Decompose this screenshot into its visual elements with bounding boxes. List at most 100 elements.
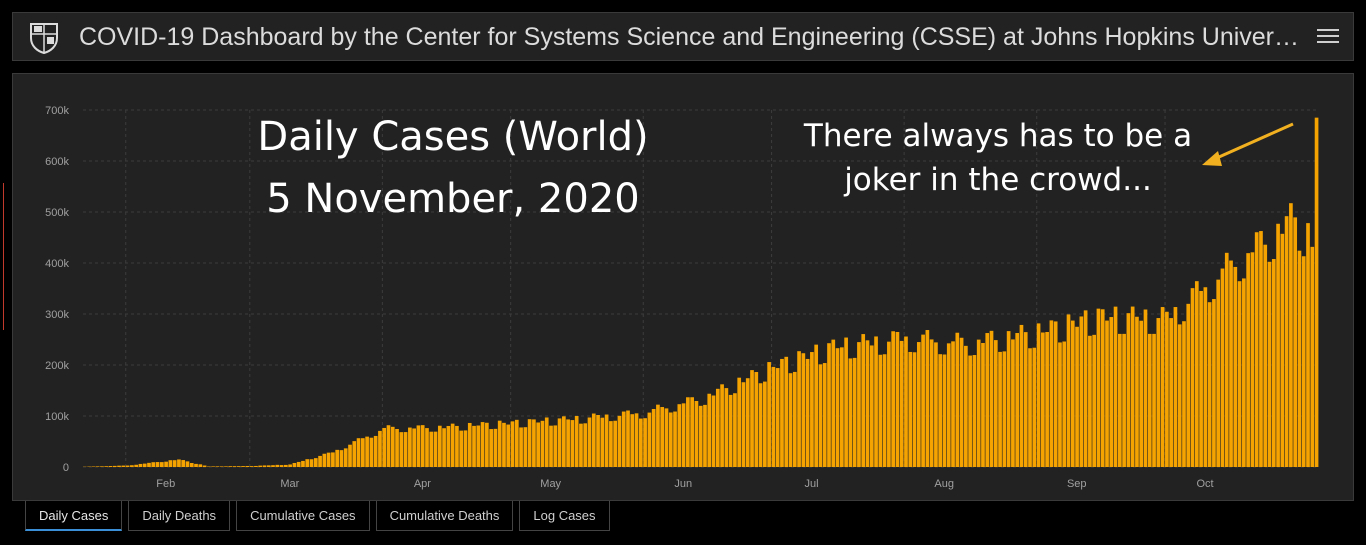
bar[interactable] — [275, 464, 280, 467]
bar[interactable] — [724, 388, 729, 467]
bar[interactable] — [506, 424, 511, 467]
bar[interactable] — [395, 429, 399, 467]
bar[interactable] — [767, 362, 771, 467]
bar[interactable] — [810, 352, 814, 467]
bar[interactable] — [1105, 320, 1109, 467]
bar[interactable] — [1036, 323, 1041, 467]
bar[interactable] — [1160, 307, 1165, 467]
bar[interactable] — [369, 437, 374, 467]
bar[interactable] — [373, 435, 378, 467]
bar[interactable] — [271, 465, 275, 467]
bar[interactable] — [549, 425, 553, 467]
bar[interactable] — [1199, 290, 1203, 467]
bar[interactable] — [741, 382, 746, 467]
bar[interactable] — [540, 420, 545, 467]
bar[interactable] — [968, 355, 972, 467]
bar[interactable] — [1267, 261, 1272, 467]
bar[interactable] — [1079, 316, 1084, 467]
bar[interactable] — [925, 330, 930, 467]
tab-cumulative-cases[interactable]: Cumulative Cases — [236, 501, 370, 531]
bar[interactable] — [309, 459, 314, 467]
bar[interactable] — [874, 336, 878, 467]
bar[interactable] — [519, 427, 523, 467]
bar[interactable] — [1066, 314, 1071, 467]
bar[interactable] — [613, 420, 618, 467]
bar[interactable] — [1135, 316, 1139, 467]
bar[interactable] — [433, 431, 438, 467]
bar[interactable] — [1237, 281, 1242, 467]
bar[interactable] — [1169, 318, 1173, 467]
bar[interactable] — [425, 428, 429, 467]
bar[interactable] — [1139, 320, 1144, 467]
bar[interactable] — [472, 425, 476, 467]
bar[interactable] — [938, 354, 943, 467]
bar[interactable] — [634, 413, 639, 467]
bar[interactable] — [1233, 266, 1238, 467]
bar[interactable] — [814, 344, 819, 467]
bar[interactable] — [899, 340, 904, 467]
bar[interactable] — [882, 354, 887, 467]
bar[interactable] — [570, 420, 575, 467]
bar[interactable] — [296, 461, 301, 467]
bar[interactable] — [993, 340, 998, 467]
bar[interactable] — [844, 337, 848, 467]
bar[interactable] — [403, 432, 408, 467]
bar[interactable] — [1023, 332, 1028, 467]
bar[interactable] — [908, 351, 913, 467]
bar[interactable] — [1229, 260, 1233, 467]
bar[interactable] — [878, 354, 883, 467]
bar[interactable] — [1276, 223, 1280, 467]
bar[interactable] — [1220, 268, 1225, 467]
bar[interactable] — [1263, 244, 1268, 467]
bar[interactable] — [1088, 335, 1092, 467]
bar[interactable] — [1216, 279, 1221, 467]
bar[interactable] — [181, 460, 186, 467]
bar[interactable] — [1062, 341, 1067, 467]
bar[interactable] — [95, 466, 100, 467]
bar[interactable] — [459, 430, 464, 467]
bar[interactable] — [1284, 216, 1289, 467]
bar[interactable] — [673, 411, 677, 467]
bar[interactable] — [185, 461, 190, 467]
bar[interactable] — [643, 418, 647, 467]
bar[interactable] — [818, 364, 823, 467]
bar[interactable] — [172, 460, 177, 467]
bar[interactable] — [1122, 333, 1126, 467]
bar[interactable] — [544, 417, 549, 467]
bar[interactable] — [211, 466, 215, 467]
tab-cumulative-deaths[interactable]: Cumulative Deaths — [375, 501, 514, 531]
bar[interactable] — [331, 452, 335, 467]
bar[interactable] — [951, 341, 955, 467]
bar[interactable] — [339, 450, 344, 467]
bar[interactable] — [621, 411, 626, 467]
bar[interactable] — [352, 441, 357, 467]
bar[interactable] — [822, 363, 827, 467]
bar[interactable] — [1092, 334, 1097, 467]
bar[interactable] — [904, 336, 908, 467]
bar[interactable] — [1212, 299, 1216, 467]
bar[interactable] — [104, 466, 109, 467]
bar[interactable] — [916, 342, 921, 467]
bar[interactable] — [1250, 252, 1255, 467]
bar[interactable] — [981, 343, 985, 467]
bar[interactable] — [130, 465, 134, 467]
bar[interactable] — [852, 357, 857, 467]
bar[interactable] — [1173, 307, 1178, 467]
bar[interactable] — [1109, 317, 1114, 467]
bar[interactable] — [326, 452, 331, 467]
bar[interactable] — [378, 430, 382, 467]
bar[interactable] — [638, 418, 643, 467]
bar[interactable] — [155, 462, 160, 467]
bar[interactable] — [1186, 303, 1191, 467]
bar[interactable] — [775, 368, 780, 467]
bar[interactable] — [934, 342, 938, 467]
bar[interactable] — [1306, 223, 1310, 467]
bar[interactable] — [1293, 217, 1298, 467]
bar[interactable] — [912, 352, 917, 467]
bar[interactable] — [1113, 306, 1118, 467]
bar[interactable] — [356, 438, 361, 467]
bar[interactable] — [1280, 233, 1285, 467]
bar[interactable] — [1147, 333, 1152, 467]
bar[interactable] — [780, 358, 784, 467]
bar[interactable] — [707, 393, 712, 467]
